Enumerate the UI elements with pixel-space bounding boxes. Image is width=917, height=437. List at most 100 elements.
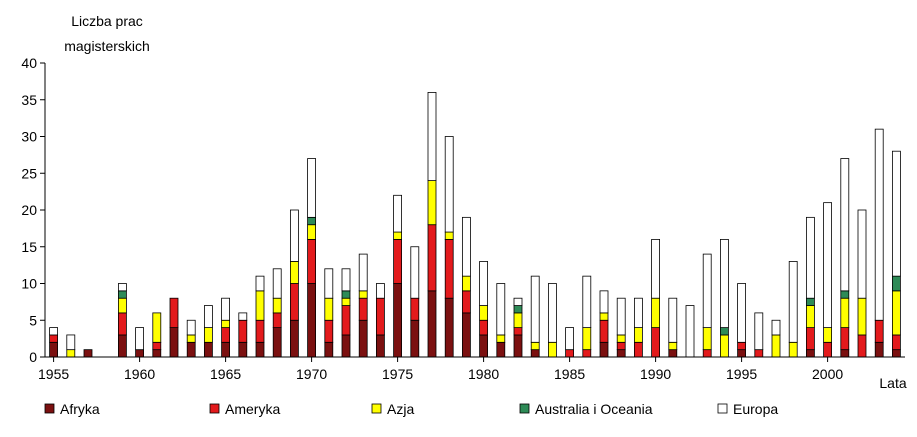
bar-segment [892, 349, 901, 358]
x-tick-label: 1980 [468, 366, 499, 382]
bar-segment [118, 283, 127, 292]
bar-segment [892, 334, 901, 351]
bar-segment [238, 319, 248, 343]
bar-segment [427, 224, 437, 292]
bar-segment [375, 297, 385, 336]
bar-segment [255, 341, 265, 358]
bar-segment [221, 297, 231, 321]
bar-segment [806, 297, 815, 306]
bar-segment [255, 290, 265, 321]
bar-segment [152, 341, 162, 351]
bar-segment [857, 209, 867, 299]
bar-segment [427, 92, 437, 181]
bar-segment [702, 327, 712, 351]
y-axis-title: Liczba prac [71, 13, 143, 29]
bar-segment [341, 297, 351, 306]
bar-segment [393, 238, 403, 284]
bar-segment [599, 341, 609, 358]
bar-segment [169, 297, 179, 329]
y-tick-label: 0 [29, 349, 37, 365]
bar-segment [393, 194, 403, 233]
bar-segment [599, 319, 609, 343]
bar-segment [221, 327, 231, 343]
x-tick-label: 1985 [554, 366, 585, 382]
bar-segment [823, 202, 832, 328]
bar-segment [702, 253, 712, 329]
bar-segment [840, 290, 850, 299]
bar-segment [272, 268, 282, 299]
bar-segment [651, 327, 660, 358]
legend-label: Azja [387, 401, 414, 417]
bar-segment [857, 334, 867, 358]
legend-label: Afryka [60, 401, 100, 417]
bar-segment [479, 319, 489, 336]
bar-segment [479, 261, 489, 306]
bar-segment [685, 305, 695, 358]
bar-segment [720, 327, 729, 336]
bar-segment [461, 312, 471, 358]
bar-segment [307, 216, 317, 226]
x-tick-label: 2000 [812, 366, 843, 382]
bar-segment [341, 305, 351, 336]
bar-segment [238, 341, 248, 358]
bar-segment [823, 341, 832, 358]
bar-segment [582, 275, 592, 328]
bar-segment [221, 341, 231, 358]
bar-segment [582, 327, 592, 351]
y-axis-title: magisterskich [64, 38, 150, 54]
bar-segment [393, 283, 403, 358]
x-tick-label: 1975 [382, 366, 413, 382]
bar-segment [135, 327, 145, 351]
y-tick-label: 40 [21, 55, 37, 71]
bar-segment [358, 297, 368, 321]
legend-swatch [519, 403, 530, 414]
bar-segment [307, 238, 317, 284]
y-tick-label: 10 [21, 276, 37, 292]
bar-segment [118, 297, 127, 314]
bar-segment [324, 319, 334, 343]
legend-label: Australia i Oceania [535, 401, 653, 417]
bar-segment [788, 341, 798, 358]
bar-segment [49, 327, 58, 336]
bar-segment [513, 334, 523, 358]
bar-segment [341, 334, 351, 358]
bar-segment [737, 341, 746, 351]
bar-segment [720, 334, 729, 358]
bar-segment [393, 231, 403, 240]
bar-segment [530, 341, 540, 351]
bar-segment [461, 216, 471, 277]
bar-segment [840, 327, 850, 351]
bar-segment [788, 261, 798, 343]
bar-segment [444, 238, 454, 299]
bar-segment [152, 312, 162, 343]
bar-segment [324, 341, 334, 358]
bar-segment [238, 312, 248, 321]
bar-segment [771, 334, 781, 358]
bar-segment [375, 283, 385, 299]
x-axis-title: Lata [879, 375, 906, 391]
bar-segment [307, 283, 317, 358]
bar-segment [135, 349, 145, 358]
bar-segment [651, 297, 660, 329]
bar-segment [513, 312, 523, 328]
bar-segment [530, 349, 540, 358]
bar-segment [806, 349, 815, 358]
legend-swatch [209, 403, 220, 414]
bar-segment [823, 327, 832, 343]
bar-segment [461, 275, 471, 292]
bar-segment [272, 312, 282, 328]
bar-segment [513, 305, 523, 314]
bar-segment [582, 349, 592, 358]
bar-segment [83, 349, 93, 358]
bar-segment [358, 253, 368, 292]
legend-swatch [717, 403, 728, 414]
bar-segment [599, 290, 609, 314]
bar-segment [152, 349, 162, 358]
bar-segment [203, 341, 213, 358]
bar-segment [599, 312, 609, 321]
bar-segment [307, 158, 317, 218]
bar-segment [427, 290, 437, 358]
legend-label: Europa [733, 401, 778, 417]
bar-segment [358, 319, 368, 358]
bar-segment [341, 290, 351, 299]
